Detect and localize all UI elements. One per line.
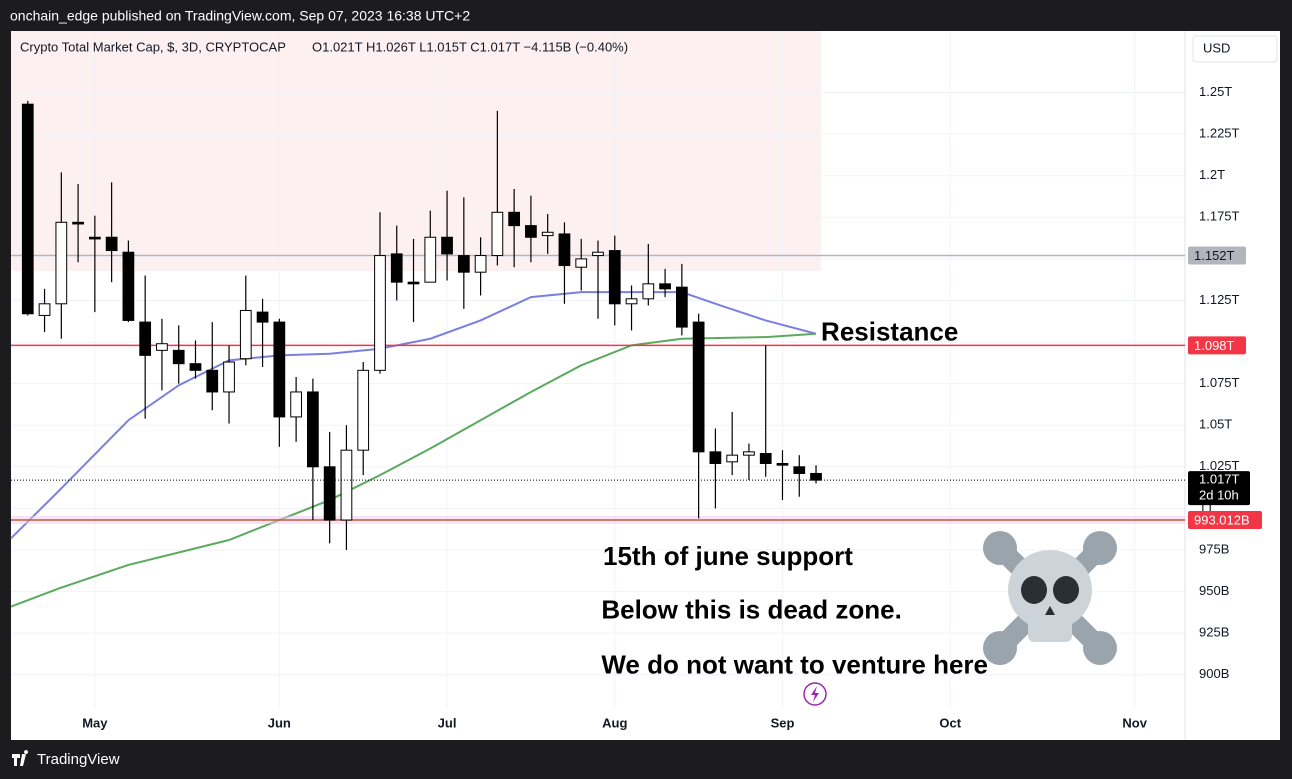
candle-body	[474, 255, 487, 273]
level-label-bg	[1188, 511, 1262, 530]
y-tick-label: 975B	[1199, 541, 1229, 556]
level-label: 993.012B	[1194, 512, 1250, 527]
x-tick-label: Aug	[602, 715, 627, 730]
skull-icon	[983, 531, 1117, 665]
annotation: We do not want to venture here	[601, 649, 988, 679]
candle-body	[709, 451, 722, 464]
candle-body	[189, 363, 202, 371]
candle-body	[38, 303, 51, 316]
ohlc-legend: O1.021T H1.026T L1.015T C1.017T −4.115B …	[312, 39, 628, 54]
candle-body	[675, 286, 688, 328]
candle-body	[575, 258, 588, 268]
candle-body	[156, 343, 168, 351]
level-label-bg	[1188, 246, 1246, 265]
annotation: Resistance	[821, 317, 958, 347]
candle-body	[441, 236, 453, 255]
candle-body	[340, 449, 353, 521]
y-tick-label: 1.125T	[1199, 292, 1240, 307]
candle-body	[407, 281, 420, 285]
candle-body	[726, 454, 739, 463]
chart-title: Crypto Total Market Cap, $, 3D, CRYPTOCA…	[20, 39, 286, 54]
candle-body	[424, 236, 437, 283]
header: onchain_edge published on TradingView.co…	[10, 8, 470, 24]
candle-body	[608, 250, 621, 305]
x-tick-label: Oct	[939, 715, 961, 730]
candle-body	[105, 236, 118, 252]
candle-body	[172, 349, 185, 365]
y-tick-label: 1.075T	[1199, 375, 1240, 390]
candle-body	[256, 311, 269, 323]
candle-body	[122, 251, 135, 321]
y-tick-label: 1.175T	[1199, 209, 1240, 224]
candle-body	[273, 321, 286, 418]
y-tick-label: 950B	[1199, 583, 1229, 598]
candle-body	[307, 391, 319, 468]
candle-body	[223, 361, 235, 393]
candle-body	[290, 391, 302, 418]
candle-body	[21, 103, 34, 315]
candle-body	[88, 236, 101, 240]
y-tick-label: 1.25T	[1199, 84, 1232, 99]
candle-body	[457, 255, 470, 273]
y-tick-label: 1.05T	[1199, 417, 1232, 432]
lightning-icon[interactable]	[803, 682, 827, 706]
candle-body	[592, 251, 604, 257]
x-tick-label: Sep	[771, 715, 795, 730]
candle-body	[323, 466, 336, 521]
candle-body	[206, 369, 219, 393]
zone	[11, 31, 822, 271]
candle-body	[72, 221, 84, 225]
y-tick-label: 1.2T	[1199, 167, 1225, 182]
candle-body	[810, 472, 822, 481]
y-tick-label: 900B	[1199, 666, 1229, 681]
x-tick-label: Nov	[1122, 715, 1147, 730]
annotation: 15th of june support	[603, 541, 853, 571]
currency: USD	[1203, 40, 1230, 55]
candle-body	[525, 225, 537, 238]
candle-body	[541, 231, 554, 237]
moving-average	[10, 332, 817, 608]
x-tick-label: Jun	[268, 715, 291, 730]
moving-average	[10, 291, 817, 540]
y-tick-label: 1.225T	[1199, 126, 1240, 141]
level-label-bg	[1188, 336, 1246, 355]
price-label: 1.017T	[1199, 472, 1240, 487]
footer: TradingView	[37, 751, 120, 768]
candle-body	[642, 283, 655, 300]
level-label: 1.152T	[1194, 248, 1235, 263]
annotation: Below this is dead zone.	[601, 594, 902, 624]
price-label-bg	[1188, 471, 1250, 506]
candle-body	[390, 253, 403, 283]
candle-body	[55, 221, 68, 305]
candle-body	[692, 321, 705, 453]
candle-body	[239, 309, 252, 360]
y-tick-label: 925B	[1199, 625, 1229, 640]
currency-box[interactable]	[1192, 35, 1278, 63]
candle-body	[508, 211, 521, 227]
logo	[12, 750, 29, 766]
candle-body	[374, 255, 386, 371]
candle-body	[793, 466, 806, 474]
x-tick-label: Jul	[438, 715, 457, 730]
candle-body	[659, 283, 671, 290]
candle-body	[759, 453, 772, 464]
candle-body	[357, 369, 370, 451]
candle-body	[625, 298, 638, 305]
x-tick-label: May	[82, 715, 108, 730]
candle-body	[776, 462, 789, 466]
candle-body	[139, 321, 152, 356]
candle-body	[743, 451, 755, 456]
countdown: 2d 10h	[1199, 488, 1239, 503]
y-tick-label: 1.025T	[1199, 458, 1240, 473]
candle-body	[558, 233, 571, 267]
level-label: 1.098T	[1194, 338, 1235, 353]
candle-body	[491, 211, 504, 257]
